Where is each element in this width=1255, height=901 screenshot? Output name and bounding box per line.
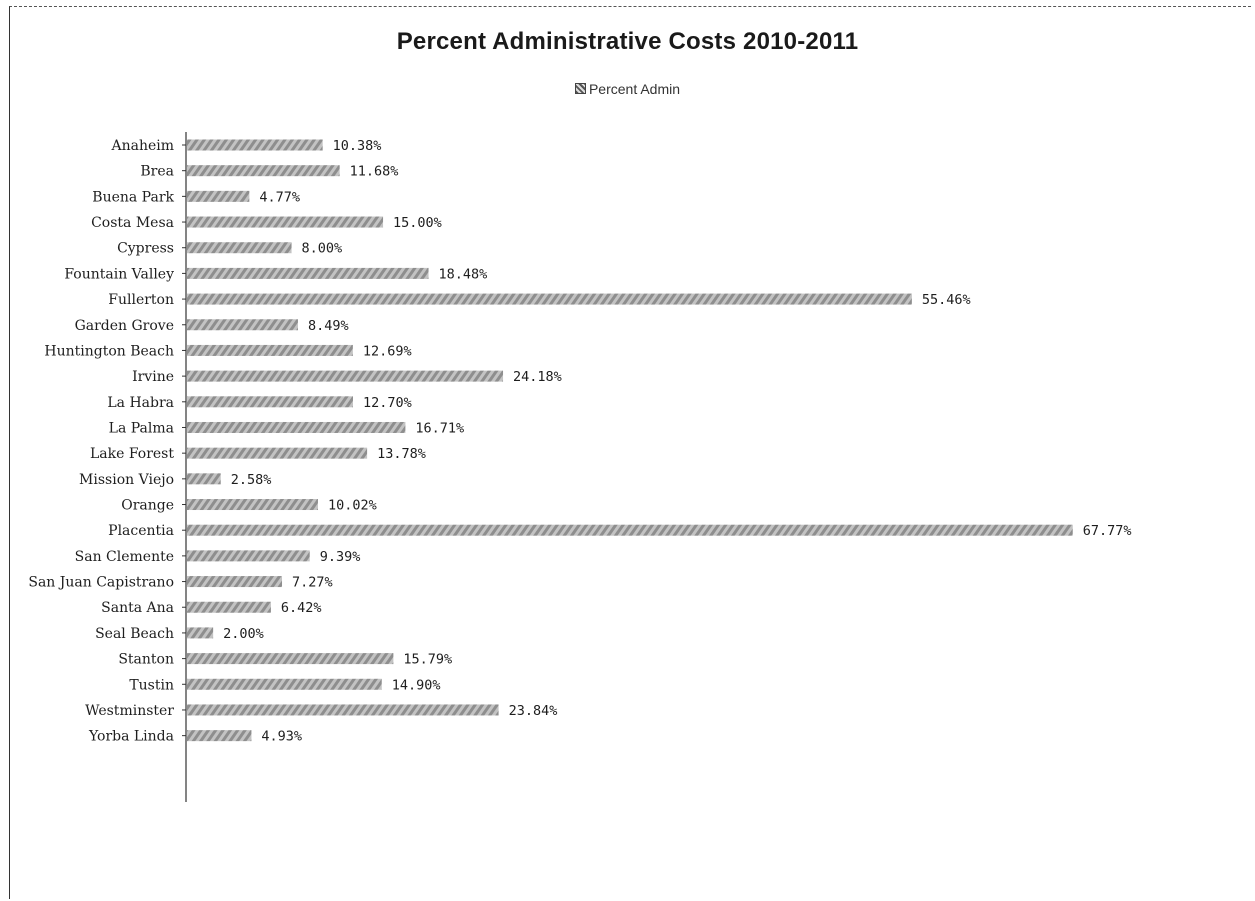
bar: [187, 576, 283, 588]
data-label: 67.77%: [1083, 523, 1132, 539]
data-label: 12.69%: [363, 343, 412, 359]
bar: [187, 421, 406, 433]
data-label: 8.00%: [302, 241, 343, 257]
bar: [187, 473, 221, 485]
data-label: 11.68%: [350, 164, 399, 180]
bar: [187, 704, 499, 716]
data-label: 2.00%: [223, 626, 264, 642]
bar: [187, 165, 340, 177]
category-label: Stanton: [118, 652, 174, 668]
chart-frame: [9, 6, 1251, 899]
data-label: 9.39%: [320, 549, 361, 565]
legend-swatch: [574, 83, 586, 94]
data-label: 10.02%: [328, 498, 377, 514]
data-label: 7.27%: [292, 575, 333, 591]
bar: [187, 319, 298, 331]
chart-title: Percent Administrative Costs 2010-2011: [396, 28, 859, 55]
data-label: 6.42%: [281, 600, 322, 616]
data-label: 12.70%: [363, 395, 412, 411]
category-label: Fountain Valley: [64, 266, 174, 282]
bar: [187, 627, 214, 639]
category-label: Irvine: [132, 369, 174, 385]
data-label: 15.79%: [403, 652, 452, 668]
category-label: Huntington Beach: [44, 343, 174, 359]
data-label: 18.48%: [439, 266, 488, 282]
bar: [187, 293, 912, 305]
bar: [187, 653, 394, 665]
data-label: 16.71%: [415, 420, 464, 436]
bar: [187, 550, 310, 562]
category-label: Santa Ana: [101, 600, 174, 616]
bar: [187, 499, 318, 511]
data-label: 10.38%: [333, 138, 382, 154]
data-label: 13.78%: [377, 446, 426, 462]
data-label: 23.84%: [509, 703, 558, 719]
category-label: Anaheim: [110, 138, 174, 154]
category-label: Placentia: [108, 523, 174, 539]
bar: [187, 139, 323, 151]
legend-label: Percent Admin: [588, 81, 681, 97]
bar: [187, 370, 504, 382]
bar: [187, 216, 384, 228]
category-label: Buena Park: [92, 189, 174, 205]
bar: [187, 396, 353, 408]
data-label: 15.00%: [393, 215, 442, 231]
bar: [187, 601, 271, 613]
bar: [187, 242, 292, 254]
category-label: San Juan Capistrano: [28, 575, 174, 591]
category-label: Fullerton: [108, 292, 174, 308]
category-label: Orange: [121, 498, 174, 514]
bar: [187, 344, 353, 356]
category-label: Tustin: [129, 677, 174, 693]
bar: [187, 678, 382, 690]
data-label: 24.18%: [513, 369, 562, 385]
category-label: Westminster: [85, 703, 174, 719]
bar: [187, 267, 429, 279]
bar: [187, 524, 1073, 536]
bar: [187, 730, 252, 742]
data-label: 14.90%: [392, 677, 441, 693]
data-label: 55.46%: [922, 292, 971, 308]
category-label: La Habra: [107, 395, 174, 411]
category-label: Mission Viejo: [79, 472, 174, 488]
bar: [187, 447, 368, 459]
category-label: Seal Beach: [95, 626, 174, 642]
category-label: Costa Mesa: [91, 215, 174, 231]
legend: Percent Admin: [0, 81, 1255, 97]
data-label: 4.77%: [259, 189, 300, 205]
category-label: Cypress: [117, 241, 174, 257]
bar: [187, 190, 250, 202]
category-label: Brea: [140, 164, 174, 180]
data-label: 8.49%: [308, 318, 349, 334]
category-label: Garden Grove: [75, 318, 174, 334]
category-label: Yorba Linda: [88, 729, 174, 745]
category-label: San Clemente: [75, 549, 174, 565]
category-label: La Palma: [109, 420, 174, 436]
category-label: Lake Forest: [90, 446, 174, 462]
data-label: 2.58%: [231, 472, 272, 488]
data-label: 4.93%: [261, 729, 302, 745]
